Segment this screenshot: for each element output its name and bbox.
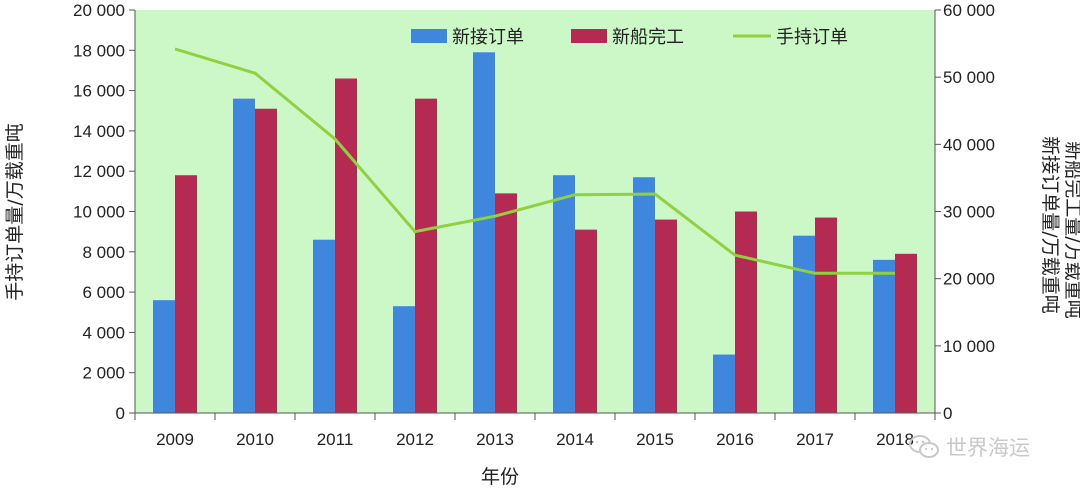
legend-swatch-新船完工 [571, 29, 607, 43]
bar-新接订单-2010 [233, 98, 255, 413]
legend-label-新接订单: 新接订单 [452, 27, 524, 48]
right-tick-label: 30 000 [943, 203, 995, 222]
right-tick-label: 0 [943, 404, 952, 423]
bar-新船完工-2014 [575, 229, 597, 413]
left-tick-label: 0 [116, 404, 125, 423]
x-tick-label-2017: 2017 [796, 430, 834, 449]
bar-新船完工-2012 [415, 98, 437, 413]
wechat-icon [909, 435, 939, 458]
right-tick-label: 20 000 [943, 270, 995, 289]
left-tick-label: 20 000 [73, 1, 125, 20]
bar-新船完工-2016 [735, 211, 757, 413]
bar-新接订单-2017 [793, 235, 815, 413]
x-axis-title: 年份 [481, 466, 519, 488]
bar-新船完工-2009 [175, 175, 197, 413]
x-tick-label-2011: 2011 [317, 430, 354, 449]
right-tick-label: 10 000 [943, 337, 995, 356]
watermark: 世界海运 [908, 432, 1030, 462]
bar-新接订单-2012 [393, 306, 415, 413]
x-tick-label-2013: 2013 [476, 430, 514, 449]
watermark-text: 世界海运 [946, 436, 1030, 460]
x-tick-label-2015: 2015 [636, 430, 674, 449]
left-tick-label: 4 000 [82, 323, 125, 342]
bar-新船完工-2018 [895, 253, 917, 413]
bar-新船完工-2013 [495, 193, 517, 413]
x-tick-label-2012: 2012 [396, 430, 434, 449]
right-tick-label: 60 000 [943, 1, 995, 20]
legend-label-新船完工: 新船完工 [612, 27, 684, 48]
x-tick-label-2010: 2010 [236, 430, 274, 449]
left-tick-label: 16 000 [73, 82, 125, 101]
x-tick-label-2016: 2016 [716, 430, 754, 449]
legend: 新接订单 新船完工 手持订单 [411, 27, 848, 48]
left-axis-ticks: 0 2 000 4 000 6 000 8 000 10 000 12 000 14 000 1… [73, 1, 135, 423]
left-tick-label: 10 000 [73, 203, 125, 222]
right-tick-label: 40 000 [943, 135, 995, 154]
x-tick-label-2018: 2018 [876, 430, 914, 449]
bar-新接订单-2014 [553, 175, 575, 413]
left-tick-label: 18 000 [73, 41, 125, 60]
bar-新接订单-2015 [633, 177, 655, 413]
bar-新接订单-2013 [473, 52, 495, 413]
left-tick-label: 8 000 [82, 243, 125, 262]
bar-新船完工-2010 [255, 108, 277, 414]
right-axis-ticks: 0 10 000 20 000 30 000 40 000 50 000 60 000 [935, 1, 995, 423]
bar-新接订单-2016 [713, 354, 735, 413]
left-tick-label: 2 000 [82, 364, 125, 383]
x-axis-ticks: 2009 2010 2011 2012 2013 2014 2015 2016 2017 2018 [134, 413, 936, 449]
x-tick-label-2009: 2009 [156, 430, 194, 449]
left-tick-label: 14 000 [73, 122, 125, 141]
bar-新接订单-2018 [873, 259, 895, 413]
bar-新接订单-2011 [313, 239, 335, 413]
left-tick-label: 12 000 [73, 162, 125, 181]
bars-layer [153, 52, 917, 414]
y-axis-title-right-2: 新接订单量/万载重吨 [1039, 136, 1061, 313]
line-series-手持订单 [174, 47, 895, 275]
bar-新接订单-2009 [153, 300, 175, 413]
bar-新船完工-2015 [655, 219, 677, 413]
left-tick-label: 6 000 [82, 283, 125, 302]
bar-新船完工-2017 [815, 217, 837, 413]
legend-swatch-新接订单 [411, 29, 447, 43]
x-tick-label-2014: 2014 [556, 430, 594, 449]
bar-新船完工-2011 [335, 78, 357, 413]
right-tick-label: 50 000 [943, 68, 995, 87]
y-axis-title-left: 手持订单量/万载重吨 [4, 123, 26, 300]
legend-label-手持订单: 手持订单 [776, 27, 848, 48]
y-axis-title-right-1: 新船完工量/万载重吨 [1062, 141, 1080, 318]
